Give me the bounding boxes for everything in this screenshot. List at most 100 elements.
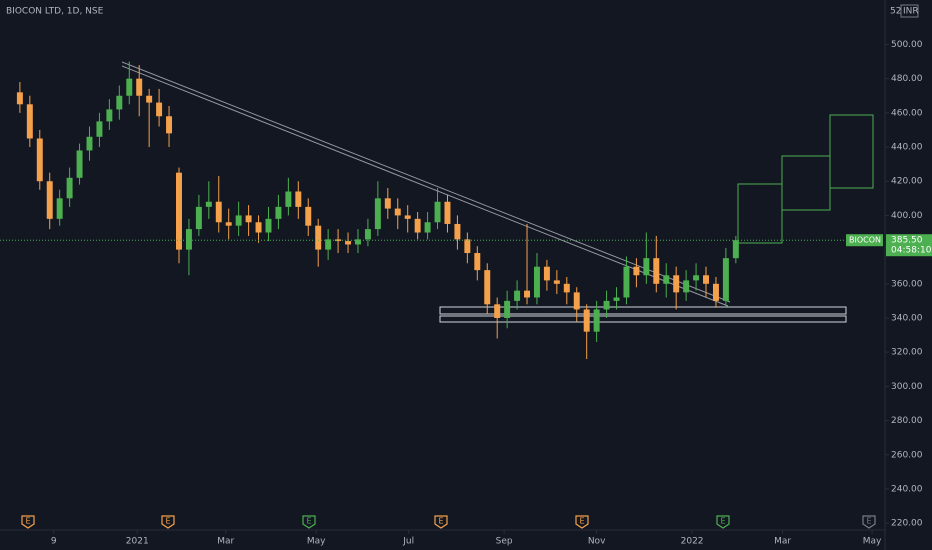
candle-body (176, 172, 182, 250)
candle-body (126, 78, 133, 96)
candle-body (195, 206, 202, 230)
x-tick-label: Mar (774, 537, 791, 547)
candle-body (106, 109, 113, 122)
candle-body (136, 78, 143, 96)
candle-body (215, 201, 222, 223)
candle-body (354, 239, 361, 245)
y-tick-label: 320.00 (891, 348, 923, 358)
event-icon (161, 515, 175, 529)
candle-body (474, 253, 481, 271)
y-tick-label: 340.00 (891, 314, 923, 324)
candle-body (185, 229, 192, 250)
y-tick-label: 460.00 (891, 108, 923, 118)
event-icon (575, 515, 589, 529)
price-tag (886, 234, 932, 257)
candle-body (335, 239, 342, 242)
y-tick-label: 480.00 (891, 74, 923, 84)
candle-body (325, 239, 332, 250)
candle-body (16, 92, 23, 105)
candle-body (563, 283, 570, 293)
candle-body (245, 215, 252, 223)
candle-body (394, 208, 401, 216)
candle-body (633, 266, 640, 276)
event-icon (862, 515, 876, 529)
candle-body (265, 218, 272, 233)
projection (737, 114, 874, 244)
countdown-label: 04:58:10 (891, 246, 932, 256)
candle-body (533, 266, 540, 298)
candle-body (36, 138, 43, 182)
symbol-tag-label: BIOCON (849, 236, 881, 245)
candle-body (504, 300, 511, 318)
candle-body (56, 198, 63, 219)
y-tick-label: 440.00 (891, 143, 923, 153)
event-label: E (25, 517, 30, 526)
candle-body (683, 280, 690, 293)
candle-body (524, 290, 531, 298)
chart-title: BIOCON LTD, 1D, NSE (6, 7, 104, 17)
candle-body (553, 280, 560, 284)
candle-body (235, 215, 242, 226)
candle-body (255, 222, 262, 233)
candle-body (384, 198, 391, 209)
candle-body (613, 297, 620, 301)
candle-body (434, 201, 441, 223)
candle-body (623, 266, 630, 298)
candle-body (305, 206, 312, 226)
x-tick-label: 9 (51, 537, 57, 547)
candle-body (653, 258, 660, 284)
candle-body (543, 266, 550, 281)
price-tag-label: 385.50 (891, 236, 923, 246)
candle-body (663, 275, 670, 284)
candle-body (573, 292, 580, 310)
event-label: E (579, 517, 584, 526)
zone-box (439, 315, 847, 323)
candle-body (146, 95, 153, 103)
candle-body (86, 136, 93, 151)
event-icon (434, 515, 448, 529)
zone-box (439, 306, 847, 315)
event-label: E (306, 517, 311, 526)
x-tick-label: 2022 (681, 537, 704, 547)
candle-body (76, 150, 83, 178)
candle-body (275, 206, 282, 219)
symbol-tag (846, 234, 883, 247)
y-tick-label: 300.00 (891, 382, 923, 392)
candle-body (712, 283, 719, 301)
event-label: E (438, 517, 443, 526)
y-tick-label: 500.00 (891, 40, 923, 50)
y-tick-label: 220.00 (891, 519, 923, 529)
candle-body (424, 222, 431, 233)
candle-body (464, 239, 471, 254)
candle-body (414, 218, 421, 233)
candle-body (46, 181, 53, 219)
candle-body (494, 304, 501, 318)
candle-body (673, 275, 680, 293)
x-tick-label: Sep (496, 537, 513, 547)
event-icon (21, 515, 35, 529)
y-tick-label: 280.00 (891, 416, 923, 426)
y-tick-label: 360.00 (891, 279, 923, 289)
currency-box[interactable] (900, 4, 919, 18)
candle-body (205, 201, 212, 207)
x-tick-label: 2021 (126, 537, 149, 547)
x-tick-label: May (863, 537, 882, 547)
candle-body (166, 116, 173, 134)
y-tick-label: 260.00 (891, 450, 923, 460)
event-label: E (866, 517, 871, 526)
candle-body (593, 309, 600, 332)
x-tick-label: May (307, 537, 326, 547)
y-tick-label: 240.00 (891, 484, 923, 494)
currency-prefix: 52 (890, 7, 901, 17)
candle-body (722, 258, 729, 301)
candle-body (374, 198, 381, 230)
event-icon (302, 515, 316, 529)
candle-body (285, 191, 292, 207)
trendline-edge (121, 65, 729, 307)
candle-body (295, 191, 302, 207)
candle-body (444, 201, 451, 224)
candle-body (484, 270, 491, 305)
